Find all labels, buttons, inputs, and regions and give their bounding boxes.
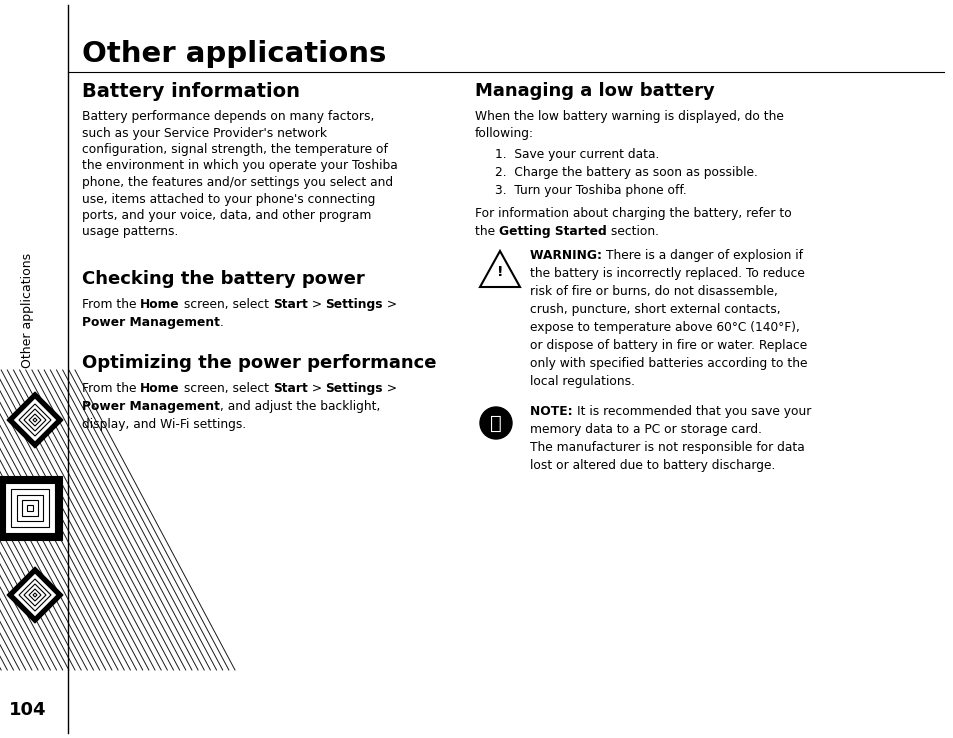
Text: Settings: Settings — [325, 382, 383, 395]
Text: local regulations.: local regulations. — [530, 375, 635, 388]
Text: From the: From the — [82, 382, 140, 395]
Text: lost or altered due to battery discharge.: lost or altered due to battery discharge… — [530, 459, 775, 472]
Text: 2.  Charge the battery as soon as possible.: 2. Charge the battery as soon as possibl… — [495, 166, 757, 179]
Text: Ⓜ: Ⓜ — [490, 413, 501, 432]
Polygon shape — [29, 414, 41, 426]
Text: When the low battery warning is displayed, do the
following:: When the low battery warning is displaye… — [475, 110, 783, 139]
Text: risk of fire or burns, do not disassemble,: risk of fire or burns, do not disassembl… — [530, 285, 777, 298]
Text: Start: Start — [273, 382, 307, 395]
Polygon shape — [7, 567, 63, 623]
Text: Checking the battery power: Checking the battery power — [82, 270, 364, 288]
Text: There is a danger of explosion if: There is a danger of explosion if — [605, 249, 802, 262]
Bar — [27, 505, 33, 511]
Text: or dispose of battery in fire or water. Replace: or dispose of battery in fire or water. … — [530, 339, 806, 352]
Text: the: the — [475, 225, 498, 238]
Text: memory data to a PC or storage card.: memory data to a PC or storage card. — [530, 423, 761, 436]
Text: Battery performance depends on many factors,
such as your Service Provider's net: Battery performance depends on many fact… — [82, 110, 397, 238]
Polygon shape — [7, 392, 63, 448]
Text: 104: 104 — [10, 701, 47, 719]
Text: NOTE:: NOTE: — [530, 405, 577, 418]
Text: Settings: Settings — [325, 298, 383, 311]
Text: 1.  Save your current data.: 1. Save your current data. — [495, 148, 659, 161]
Bar — [11, 489, 49, 527]
Circle shape — [479, 407, 512, 439]
Polygon shape — [479, 251, 519, 287]
Polygon shape — [19, 404, 51, 436]
Text: !: ! — [497, 265, 503, 279]
Text: Managing a low battery: Managing a low battery — [475, 82, 714, 100]
Text: NOTE:: NOTE: — [530, 405, 577, 418]
Text: only with specified batteries according to the: only with specified batteries according … — [530, 357, 806, 370]
Text: screen, select: screen, select — [180, 298, 273, 311]
Text: WARNING:: WARNING: — [530, 249, 605, 262]
Text: Home: Home — [140, 382, 180, 395]
Text: .: . — [219, 316, 224, 329]
Polygon shape — [24, 584, 46, 606]
Text: , and adjust the backlight,: , and adjust the backlight, — [219, 400, 380, 413]
Text: Home: Home — [140, 298, 180, 311]
Text: Getting Started: Getting Started — [498, 225, 606, 238]
Text: Other applications: Other applications — [22, 252, 34, 368]
Polygon shape — [19, 579, 51, 611]
Text: >: > — [307, 382, 325, 395]
Text: 3.  Turn your Toshiba phone off.: 3. Turn your Toshiba phone off. — [495, 184, 686, 197]
Text: Other applications: Other applications — [82, 40, 386, 68]
Text: screen, select: screen, select — [180, 382, 273, 395]
Text: >: > — [307, 298, 325, 311]
Text: For information about charging the battery, refer to: For information about charging the batte… — [475, 207, 791, 220]
Polygon shape — [24, 409, 46, 431]
Polygon shape — [13, 573, 57, 617]
Text: >: > — [383, 298, 396, 311]
Bar — [0, 476, 62, 540]
Bar — [22, 500, 38, 516]
Text: Power Management: Power Management — [82, 400, 219, 413]
Text: expose to temperature above 60°C (140°F),: expose to temperature above 60°C (140°F)… — [530, 321, 799, 334]
Text: From the: From the — [82, 298, 140, 311]
Polygon shape — [29, 589, 41, 601]
Polygon shape — [13, 398, 57, 442]
Text: Start: Start — [273, 298, 307, 311]
Text: Power Management: Power Management — [82, 316, 219, 329]
Text: the battery is incorrectly replaced. To reduce: the battery is incorrectly replaced. To … — [530, 267, 804, 280]
Text: The manufacturer is not responsible for data: The manufacturer is not responsible for … — [530, 441, 804, 454]
Text: WARNING:: WARNING: — [530, 249, 605, 262]
Text: display, and Wi-Fi settings.: display, and Wi-Fi settings. — [82, 418, 246, 431]
Text: Optimizing the power performance: Optimizing the power performance — [82, 354, 436, 372]
Text: >: > — [383, 382, 396, 395]
Polygon shape — [33, 593, 37, 597]
Bar — [5, 483, 55, 533]
Polygon shape — [33, 418, 37, 422]
Bar — [17, 495, 43, 521]
Text: It is recommended that you save your: It is recommended that you save your — [577, 405, 810, 418]
Text: crush, puncture, short external contacts,: crush, puncture, short external contacts… — [530, 303, 780, 316]
Text: Battery information: Battery information — [82, 82, 299, 101]
Text: section.: section. — [606, 225, 659, 238]
